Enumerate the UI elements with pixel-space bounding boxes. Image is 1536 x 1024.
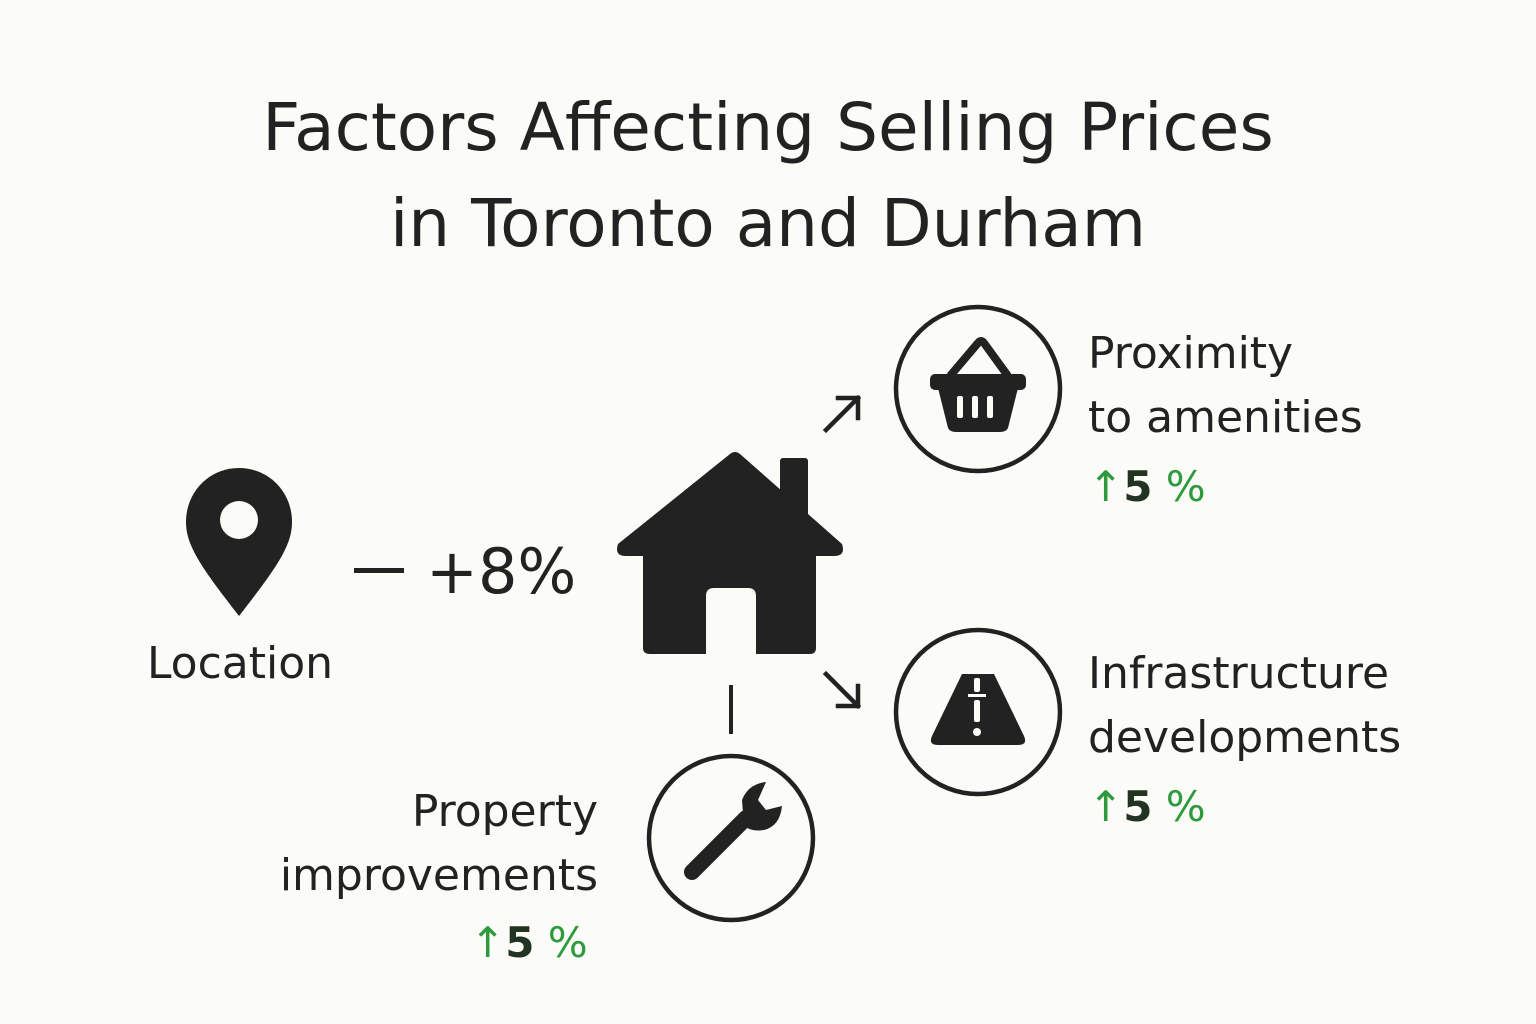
property-unit: % bbox=[547, 918, 588, 967]
property-label-line-2: improvements bbox=[279, 850, 598, 901]
property-stat: ↑5 % bbox=[470, 918, 588, 968]
proximity-unit: % bbox=[1165, 462, 1206, 511]
arrow-to-infrastructure bbox=[822, 670, 862, 710]
diagram-title: Factors Affecting Selling Prices in Toro… bbox=[0, 80, 1536, 272]
shopping-basket-icon bbox=[893, 304, 1063, 474]
proximity-stat: ↑5 % bbox=[1088, 462, 1206, 512]
infrastructure-value: 5 bbox=[1123, 782, 1153, 831]
up-arrow-icon: ↑ bbox=[470, 918, 506, 967]
up-arrow-icon: ↑ bbox=[1088, 782, 1124, 831]
infrastructure-label-line-1: Infrastructure bbox=[1088, 648, 1390, 699]
location-connector bbox=[354, 568, 404, 573]
proximity-label-line-1: Proximity bbox=[1088, 328, 1294, 379]
location-effect: +8% bbox=[426, 535, 577, 608]
location-label: Location bbox=[146, 638, 334, 689]
property-label: Property improvements bbox=[230, 780, 598, 908]
property-value: 5 bbox=[505, 918, 535, 967]
up-arrow-icon: ↑ bbox=[1088, 462, 1124, 511]
map-pin-icon bbox=[186, 468, 292, 616]
proximity-value: 5 bbox=[1123, 462, 1153, 511]
infrastructure-label-line-2: developments bbox=[1088, 712, 1402, 763]
proximity-label-line-2: to amenities bbox=[1088, 392, 1363, 443]
infrastructure-label: Infrastructure developments bbox=[1088, 642, 1401, 770]
house-icon bbox=[617, 452, 843, 654]
title-line-2: in Toronto and Durham bbox=[389, 185, 1147, 262]
property-label-line-1: Property bbox=[411, 786, 598, 837]
title-line-1: Factors Affecting Selling Prices bbox=[262, 89, 1274, 166]
infrastructure-stat: ↑5 % bbox=[1088, 782, 1206, 832]
road-icon bbox=[893, 627, 1063, 797]
wrench-icon bbox=[646, 753, 816, 923]
infrastructure-unit: % bbox=[1165, 782, 1206, 831]
proximity-label: Proximity to amenities bbox=[1088, 322, 1363, 450]
arrow-to-proximity bbox=[822, 394, 862, 434]
